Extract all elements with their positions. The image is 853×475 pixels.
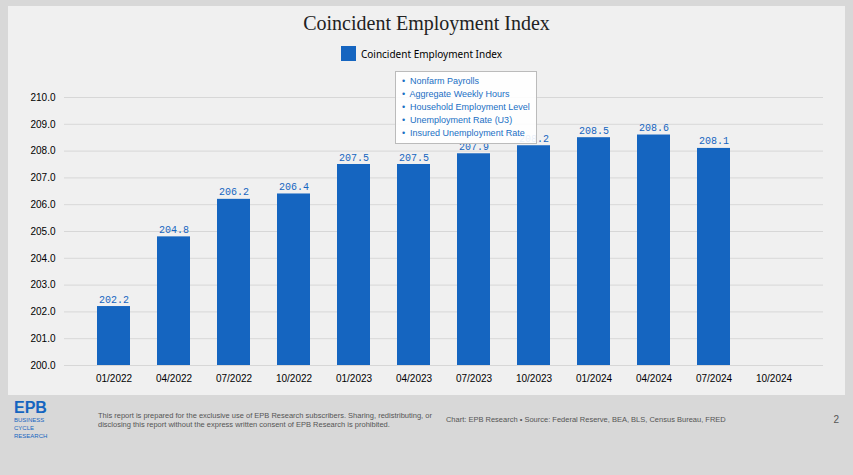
- svg-text:04/2022: 04/2022: [156, 373, 193, 384]
- svg-text:204.0: 204.0: [30, 253, 55, 264]
- svg-text:01/2023: 01/2023: [336, 373, 373, 384]
- svg-text:205.0: 205.0: [30, 226, 55, 237]
- svg-text:207.5: 207.5: [339, 153, 369, 164]
- html-text:Coincident Employment Index: Coincident Employment Index: [360, 46, 503, 61]
- svg-text:201.0: 201.0: [30, 333, 55, 344]
- html-text:Coincident Employment Index: Coincident Employment Index: [303, 12, 550, 34]
- svg-text:208.1: 208.1: [699, 136, 729, 147]
- svg-text:208.6: 208.6: [639, 123, 669, 134]
- svg-text:04/2024: 04/2024: [636, 373, 673, 384]
- svg-text:207.9: 207.9: [459, 141, 489, 153]
- svg-text:01/2024: 01/2024: [576, 373, 613, 384]
- svg-text:10/2024: 10/2024: [756, 373, 793, 384]
- svg-text:200.0: 200.0: [30, 360, 55, 371]
- svg-text:208.5: 208.5: [579, 126, 609, 137]
- svg-text:07/2022: 07/2022: [216, 373, 253, 384]
- html-text:This report is prepared for th: This report is prepared for the exclusiv…: [98, 410, 432, 429]
- svg-text:209.0: 209.0: [30, 119, 55, 130]
- svg-text:207.5: 207.5: [399, 153, 429, 164]
- svg-text:207.0: 207.0: [30, 172, 55, 183]
- svg-text:206.2: 206.2: [219, 187, 249, 198]
- svg-text:210.0: 210.0: [30, 92, 55, 103]
- svg-text:208.0: 208.0: [30, 145, 55, 156]
- html-text:BUSINESS CYCLE RESEARCH: BUSINESS CYCLE RESEARCH: [14, 417, 48, 439]
- svg-text:01/2022: 01/2022: [96, 373, 133, 384]
- svg-text:203.0: 203.0: [30, 279, 55, 290]
- svg-text:07/2024: 07/2024: [696, 373, 733, 384]
- html-text:2: 2: [833, 414, 839, 426]
- svg-text:206.0: 206.0: [30, 199, 55, 210]
- svg-text:07/2023: 07/2023: [456, 373, 493, 384]
- svg-text:206.4: 206.4: [279, 182, 309, 193]
- html-text:EPB: EPB: [14, 399, 47, 416]
- svg-text:202.0: 202.0: [30, 306, 55, 317]
- svg-text:04/2023: 04/2023: [396, 373, 433, 384]
- html-text:• Nonfarm Payrolls • Aggregate: • Nonfarm Payrolls • Aggregate Weekly Ho…: [401, 76, 530, 139]
- svg-text:10/2022: 10/2022: [276, 373, 313, 384]
- svg-text:202.2: 202.2: [99, 295, 129, 306]
- svg-text:204.8: 204.8: [159, 225, 189, 236]
- html-text:Chart: EPB Research • Source:: Chart: EPB Research • Source: Federal Re…: [445, 415, 726, 425]
- svg-text:10/2023: 10/2023: [516, 373, 553, 384]
